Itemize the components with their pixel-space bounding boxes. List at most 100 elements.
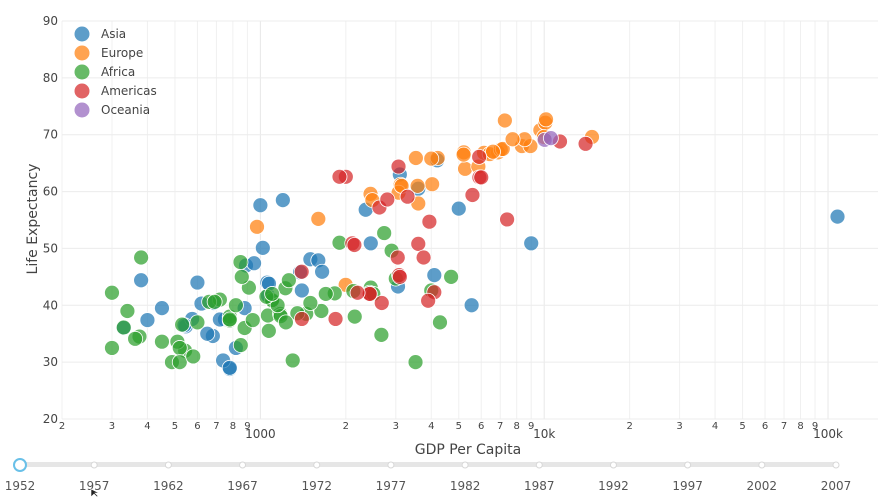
data-point-asia[interactable]	[450, 200, 467, 217]
slider-step[interactable]	[832, 461, 840, 469]
slider-year-label[interactable]: 1972	[301, 479, 332, 493]
data-point-africa[interactable]	[232, 337, 249, 353]
data-point-americas[interactable]	[464, 187, 481, 203]
legend-item-americas[interactable]: Americas	[74, 83, 157, 99]
data-point-africa[interactable]	[346, 308, 363, 325]
data-point-africa[interactable]	[127, 330, 144, 347]
data-point-europe[interactable]	[409, 177, 426, 194]
data-point-asia[interactable]	[154, 300, 170, 317]
data-point-africa[interactable]	[104, 284, 120, 301]
slider-year-label[interactable]: 1992	[598, 479, 629, 493]
data-point-americas[interactable]	[471, 148, 488, 165]
data-point-asia[interactable]	[463, 297, 480, 314]
data-point-africa[interactable]	[133, 249, 150, 266]
data-point-asia[interactable]	[274, 192, 291, 209]
data-point-europe[interactable]	[455, 146, 472, 163]
data-point-americas[interactable]	[473, 169, 490, 186]
data-point-africa[interactable]	[313, 303, 330, 319]
data-point-americas[interactable]	[420, 292, 437, 309]
data-point-asia[interactable]	[293, 282, 310, 299]
data-point-africa[interactable]	[302, 295, 319, 311]
data-point-europe[interactable]	[424, 176, 441, 193]
data-point-africa[interactable]	[171, 340, 188, 356]
data-point-americas[interactable]	[293, 263, 310, 280]
data-point-africa[interactable]	[277, 314, 294, 331]
data-point-africa[interactable]	[232, 254, 249, 270]
data-point-europe[interactable]	[504, 131, 521, 148]
slider-year-label[interactable]: 1982	[450, 479, 481, 493]
slider-step[interactable]	[387, 461, 395, 469]
data-point-asia[interactable]	[246, 255, 262, 272]
data-point-africa[interactable]	[284, 352, 301, 369]
data-point-africa[interactable]	[280, 272, 297, 289]
slider-year-label[interactable]: 2002	[747, 479, 778, 493]
data-point-africa[interactable]	[244, 312, 261, 328]
data-point-africa[interactable]	[443, 268, 460, 285]
data-point-europe[interactable]	[407, 150, 424, 166]
data-point-asia[interactable]	[829, 208, 846, 225]
slider-step[interactable]	[239, 461, 247, 469]
data-point-americas[interactable]	[390, 158, 407, 175]
legend-item-oceania[interactable]: Oceania	[74, 102, 151, 118]
slider-step[interactable]	[609, 461, 617, 469]
data-point-americas[interactable]	[331, 168, 348, 185]
data-point-europe[interactable]	[423, 150, 440, 167]
legend-item-asia[interactable]: Asia	[74, 26, 127, 42]
slider-step[interactable]	[461, 461, 469, 469]
slider-year-label[interactable]: 1952	[5, 479, 36, 493]
legend-item-africa[interactable]: Africa	[74, 64, 136, 80]
data-point-asia[interactable]	[221, 359, 238, 376]
slider-year-label[interactable]: 1962	[153, 479, 184, 493]
year-slider[interactable]: 1952 1957 1962 1967 1972 1977 1982 1987 1992 1997…	[5, 458, 852, 493]
data-point-africa[interactable]	[174, 316, 191, 333]
data-point-africa[interactable]	[115, 319, 132, 336]
slider-step[interactable]	[535, 461, 543, 469]
data-point-americas[interactable]	[327, 311, 344, 327]
data-point-asia[interactable]	[426, 267, 443, 284]
data-point-africa[interactable]	[228, 297, 244, 314]
slider-step[interactable]	[164, 461, 172, 469]
data-point-africa[interactable]	[154, 333, 170, 350]
data-point-africa[interactable]	[233, 268, 250, 285]
slider-step[interactable]	[684, 461, 692, 469]
data-point-americas[interactable]	[399, 188, 416, 205]
data-point-americas[interactable]	[373, 295, 390, 311]
data-point-americas[interactable]	[349, 284, 366, 301]
slider-track[interactable]	[20, 462, 837, 467]
data-point-europe[interactable]	[538, 111, 554, 128]
slider-step[interactable]	[758, 461, 766, 469]
data-point-europe[interactable]	[496, 112, 513, 129]
data-point-africa[interactable]	[264, 286, 281, 302]
data-point-africa[interactable]	[119, 303, 136, 319]
data-point-europe[interactable]	[249, 218, 265, 235]
data-point-europe[interactable]	[457, 160, 473, 177]
data-point-africa[interactable]	[373, 326, 390, 343]
data-point-americas[interactable]	[421, 213, 438, 230]
data-point-americas[interactable]	[379, 191, 396, 208]
data-point-europe[interactable]	[310, 210, 327, 227]
slider-handle[interactable]	[13, 458, 27, 472]
data-point-americas[interactable]	[293, 311, 310, 327]
data-point-africa[interactable]	[221, 311, 238, 328]
data-point-asia[interactable]	[314, 263, 331, 280]
slider-year-label[interactable]: 1977	[376, 479, 407, 493]
data-point-asia[interactable]	[362, 235, 379, 252]
data-point-americas[interactable]	[415, 249, 432, 266]
data-point-africa[interactable]	[376, 225, 393, 241]
data-point-americas[interactable]	[391, 268, 408, 285]
data-point-europe[interactable]	[485, 143, 501, 160]
slider-year-label[interactable]: 1957	[79, 479, 110, 493]
data-point-asia[interactable]	[254, 239, 271, 256]
data-point-asia[interactable]	[252, 197, 269, 214]
data-point-africa[interactable]	[432, 314, 448, 331]
data-point-asia[interactable]	[523, 235, 540, 252]
data-point-asia[interactable]	[133, 272, 150, 289]
data-point-americas[interactable]	[389, 249, 406, 266]
legend[interactable]: Asia Europe Africa Americas Oceania	[74, 26, 157, 118]
data-point-africa[interactable]	[260, 322, 277, 339]
data-point-asia[interactable]	[189, 274, 206, 291]
legend-item-europe[interactable]: Europe	[74, 45, 144, 61]
slider-step[interactable]	[313, 461, 321, 469]
slider-year-label[interactable]: 2007	[821, 479, 852, 493]
data-point-africa[interactable]	[407, 354, 424, 371]
